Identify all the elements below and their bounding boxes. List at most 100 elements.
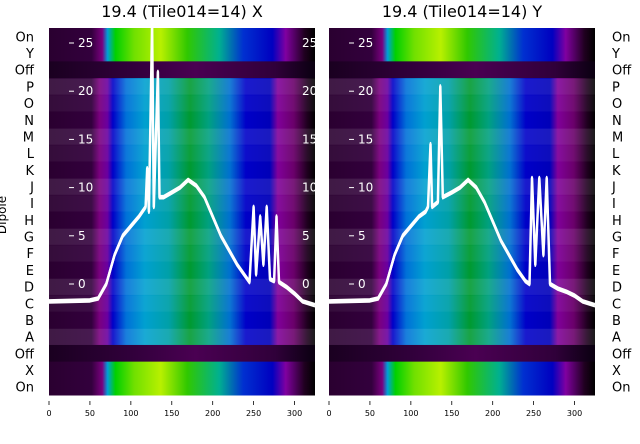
heatmap-row-dipole bbox=[49, 294, 315, 313]
overlay-y-tick-label: 10 bbox=[78, 181, 93, 195]
row-label: D bbox=[612, 281, 622, 296]
twin-y-tick-label: 10 bbox=[302, 181, 317, 195]
row-label: P bbox=[612, 80, 620, 95]
row-label: Off bbox=[15, 64, 35, 79]
heatmap-row-off bbox=[49, 344, 315, 363]
heatmap-row-dipole bbox=[329, 294, 595, 313]
panel-title: 19.4 (Tile014=14) X bbox=[101, 2, 263, 21]
heatmap-row-dipole bbox=[49, 94, 315, 112]
row-label: On bbox=[16, 381, 34, 396]
overlay-y-tick-label: 25 bbox=[78, 36, 93, 50]
overlay-y-ticks: 0 5 10 15 20 25 bbox=[69, 36, 93, 291]
row-label: E bbox=[26, 264, 34, 279]
row-label: M bbox=[612, 130, 623, 145]
row-label: F bbox=[612, 247, 619, 262]
heatmap-row-dipole bbox=[49, 211, 315, 229]
heatmap-row-on bbox=[329, 378, 595, 396]
overlay-y-tick-label: 20 bbox=[78, 84, 93, 98]
x-tick-label: 200 bbox=[205, 409, 220, 418]
heatmap-row-dipole bbox=[49, 144, 315, 162]
overlay-y-tick-label: 5 bbox=[358, 229, 366, 243]
heatmap-row-dipole bbox=[49, 194, 315, 212]
row-label: C bbox=[25, 297, 34, 312]
overlay-y-tick-label: 10 bbox=[358, 181, 373, 195]
x-axis-ticks: 0 50 100 150 200 250 300 bbox=[326, 401, 582, 418]
row-label: H bbox=[24, 214, 34, 229]
row-label: K bbox=[612, 164, 621, 179]
row-label: P bbox=[26, 80, 34, 95]
twin-y-tick-label: 20 bbox=[302, 84, 317, 98]
overlay-y-tick-label: 0 bbox=[358, 277, 366, 291]
row-label: H bbox=[612, 214, 622, 229]
overlay-y-tick-label: 0 bbox=[78, 277, 86, 291]
row-label: B bbox=[612, 314, 621, 329]
row-label: N bbox=[24, 114, 34, 129]
row-label: Y bbox=[611, 47, 620, 62]
panel-x: 19.4 (Tile014=14) X Dipole OnYOffPONMLKJ… bbox=[0, 2, 317, 418]
row-label: A bbox=[25, 331, 34, 346]
row-label: X bbox=[612, 364, 621, 379]
heatmap-row-dipole bbox=[49, 261, 315, 279]
y-axis-label: Dipole bbox=[0, 196, 9, 234]
row-label: X bbox=[25, 364, 34, 379]
x-tick-label: 200 bbox=[485, 409, 500, 418]
row-label: D bbox=[24, 281, 34, 296]
row-label: Y bbox=[25, 47, 34, 62]
x-tick-label: 0 bbox=[326, 409, 331, 418]
row-label: G bbox=[24, 231, 34, 246]
heatmap-row-on bbox=[49, 378, 315, 396]
heatmap-row-dipole bbox=[49, 328, 315, 346]
overlay-y-tick-label: 25 bbox=[358, 36, 373, 50]
panel-title: 19.4 (Tile014=14) Y bbox=[382, 2, 543, 21]
heatmap-row-dipole bbox=[329, 128, 595, 146]
row-label: L bbox=[612, 147, 620, 162]
row-label: I bbox=[30, 197, 34, 212]
row-label: A bbox=[612, 331, 621, 346]
heatmap-row-dipole bbox=[49, 78, 315, 96]
row-label: On bbox=[16, 30, 34, 45]
x-tick-label: 50 bbox=[365, 409, 375, 418]
row-label: O bbox=[612, 97, 622, 112]
twin-y-tick-label: 15 bbox=[302, 132, 317, 146]
x-tick-label: 150 bbox=[444, 409, 459, 418]
row-label: Off bbox=[612, 64, 632, 79]
x-tick-label: 250 bbox=[246, 409, 261, 418]
overlay-line-series bbox=[49, 28, 315, 307]
overlay-line bbox=[329, 84, 595, 308]
heatmap-row-dipole bbox=[49, 161, 315, 179]
heatmap-row-dipole bbox=[329, 328, 595, 346]
x-tick-label: 100 bbox=[403, 409, 418, 418]
row-label: J bbox=[611, 180, 616, 195]
row-label: I bbox=[612, 197, 616, 212]
row-label: N bbox=[612, 114, 622, 129]
row-label: G bbox=[612, 231, 622, 246]
overlay-y-tick-label: 15 bbox=[358, 132, 373, 146]
heatmap bbox=[329, 28, 595, 396]
heatmap-row-dipole bbox=[49, 228, 315, 246]
x-axis-ticks: 0 50 100 150 200 250 300 bbox=[46, 401, 302, 418]
heatmap-row-on bbox=[49, 28, 315, 46]
heatmap-row-dipole bbox=[329, 244, 595, 263]
x-tick-label: 300 bbox=[567, 409, 582, 418]
x-tick-label: 100 bbox=[123, 409, 138, 418]
row-label: M bbox=[23, 130, 34, 145]
row-label: Off bbox=[15, 347, 35, 362]
row-label: Off bbox=[612, 347, 632, 362]
twin-y-tick-label: 0 bbox=[302, 277, 310, 291]
heatmap-row-dipole bbox=[329, 144, 595, 162]
heatmap-row-dipole bbox=[49, 111, 315, 129]
heatmap-row-dipole bbox=[49, 311, 315, 329]
heatmap-row-dipole bbox=[329, 311, 595, 329]
twin-y-tick-label: 25 bbox=[302, 36, 317, 50]
overlay-twin-y-ticks: 0 5 10 15 20 25 bbox=[302, 36, 317, 291]
row-label: B bbox=[25, 314, 34, 329]
heatmap-row-dipole bbox=[329, 194, 595, 212]
overlay-line bbox=[49, 28, 315, 308]
x-tick-label: 0 bbox=[46, 409, 51, 418]
heatmap-row-dipole bbox=[329, 78, 595, 96]
row-label: E bbox=[612, 264, 620, 279]
x-tick-label: 300 bbox=[287, 409, 302, 418]
